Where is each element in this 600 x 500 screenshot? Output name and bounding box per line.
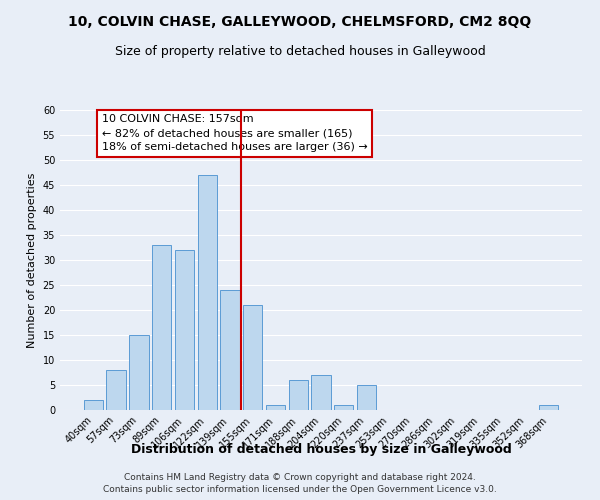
Text: 10 COLVIN CHASE: 157sqm
← 82% of detached houses are smaller (165)
18% of semi-d: 10 COLVIN CHASE: 157sqm ← 82% of detache… [102,114,368,152]
Bar [197,175,217,410]
Bar [539,405,558,410]
Bar [106,370,126,410]
Y-axis label: Number of detached properties: Number of detached properties [27,172,37,348]
Bar [357,385,376,410]
Bar [220,290,239,410]
Text: 10, COLVIN CHASE, GALLEYWOOD, CHELMSFORD, CM2 8QQ: 10, COLVIN CHASE, GALLEYWOOD, CHELMSFORD… [68,15,532,29]
Bar [334,405,353,410]
Bar [84,400,103,410]
Bar [129,335,149,410]
Text: Size of property relative to detached houses in Galleywood: Size of property relative to detached ho… [115,45,485,58]
Text: Distribution of detached houses by size in Galleywood: Distribution of detached houses by size … [131,442,511,456]
Text: Contains HM Land Registry data © Crown copyright and database right 2024.: Contains HM Land Registry data © Crown c… [124,472,476,482]
Bar [152,245,172,410]
Bar [289,380,308,410]
Bar [266,405,285,410]
Bar [175,250,194,410]
Bar [311,375,331,410]
Text: Contains public sector information licensed under the Open Government Licence v3: Contains public sector information licen… [103,485,497,494]
Bar [243,305,262,410]
